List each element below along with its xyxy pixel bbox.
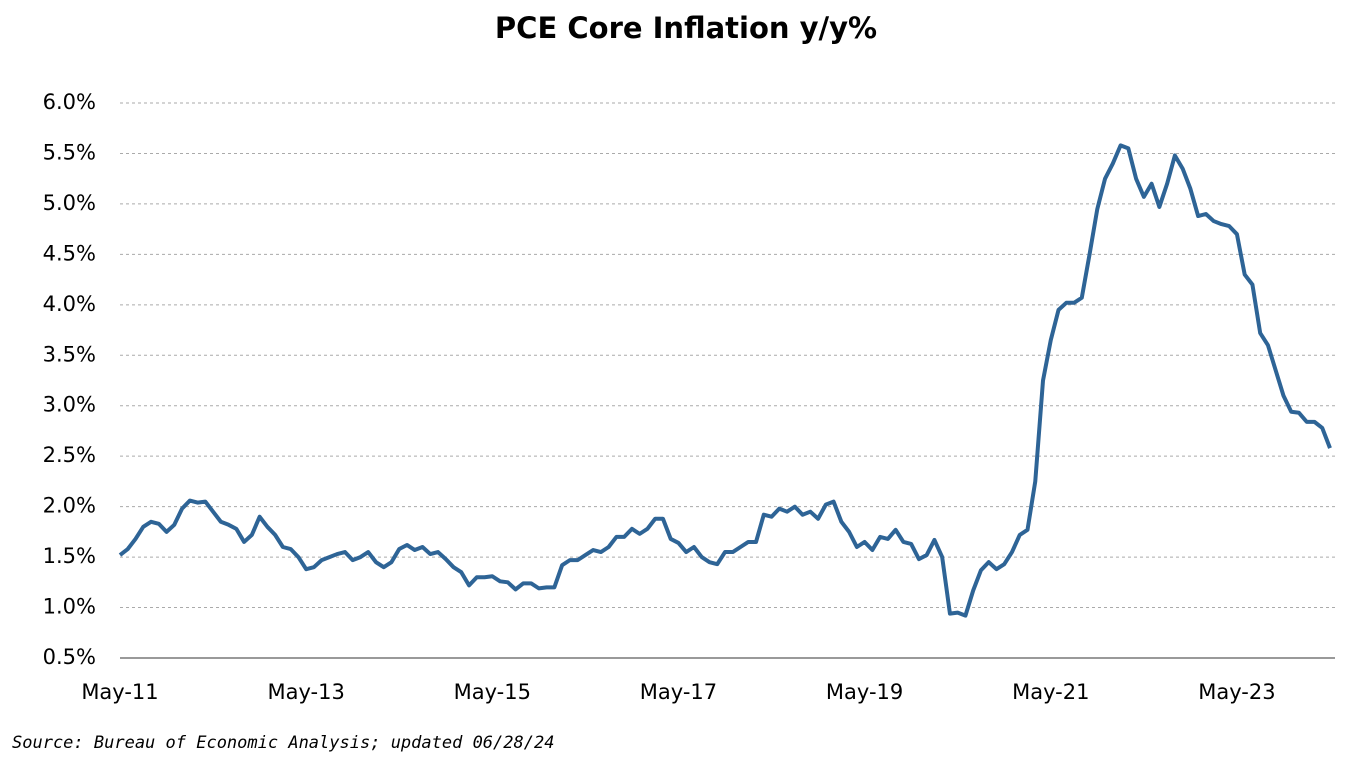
chart-title: PCE Core Inflation y/y% — [495, 11, 877, 45]
y-tick-label: 2.5% — [43, 443, 96, 467]
x-tick-label: May-13 — [267, 680, 344, 704]
y-tick-label: 1.5% — [43, 544, 96, 568]
x-tick-label: May-19 — [826, 680, 903, 704]
x-tick-label: May-23 — [1198, 680, 1275, 704]
y-tick-label: 4.0% — [43, 292, 96, 316]
y-tick-label: 2.0% — [43, 494, 96, 518]
y-tick-label: 5.5% — [43, 140, 96, 164]
y-tick-label: 3.0% — [43, 393, 96, 417]
y-tick-label: 4.5% — [43, 241, 96, 265]
x-tick-label: May-21 — [1012, 680, 1089, 704]
y-tick-label: 5.0% — [43, 191, 96, 215]
y-tick-label: 1.0% — [43, 595, 96, 619]
source-note: Source: Bureau of Economic Analysis; upd… — [12, 733, 554, 753]
x-tick-label: May-17 — [640, 680, 717, 704]
data-line — [118, 143, 1332, 618]
x-tick-label: May-15 — [454, 680, 531, 704]
y-tick-label: 3.5% — [43, 342, 96, 366]
y-tick-label: 0.5% — [43, 645, 96, 669]
x-tick-label: May-11 — [81, 680, 158, 704]
y-tick-label: 6.0% — [43, 90, 96, 114]
